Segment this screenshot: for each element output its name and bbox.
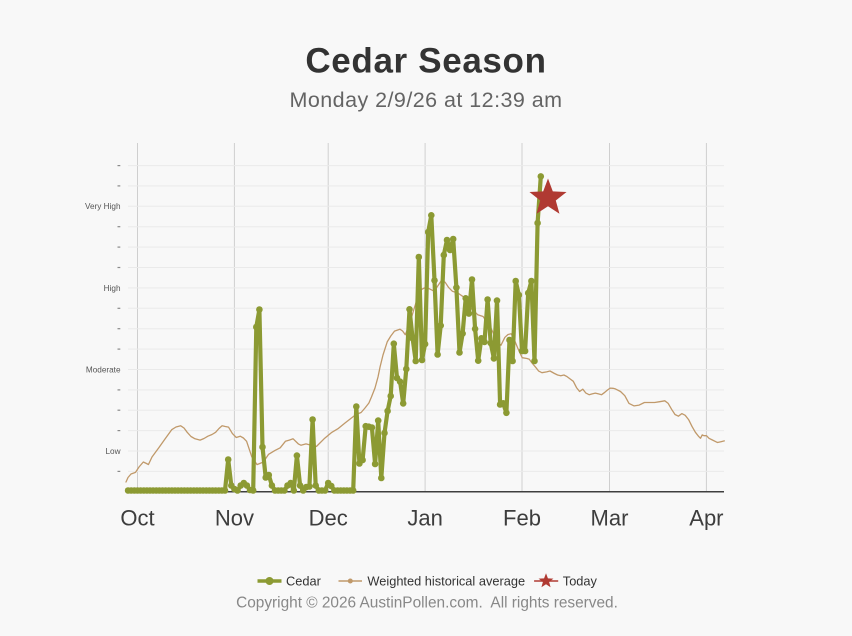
- svg-text:Oct: Oct: [120, 506, 154, 531]
- svg-text:Jan: Jan: [407, 506, 442, 531]
- svg-text:Weighted historical average: Weighted historical average: [367, 574, 525, 589]
- svg-text:Cedar: Cedar: [286, 574, 322, 589]
- svg-text:Monday 2/9/26 at 12:39 am: Monday 2/9/26 at 12:39 am: [289, 88, 562, 112]
- svg-text:Apr: Apr: [689, 506, 723, 531]
- svg-text:Today: Today: [563, 574, 598, 589]
- svg-text:Mar: Mar: [591, 506, 629, 531]
- svg-text:High: High: [104, 284, 121, 293]
- svg-text:Feb: Feb: [503, 506, 541, 531]
- svg-text:Very High: Very High: [85, 202, 121, 211]
- svg-text:Moderate: Moderate: [86, 365, 121, 374]
- svg-text:Dec: Dec: [309, 506, 348, 531]
- svg-text:Cedar Season: Cedar Season: [305, 42, 546, 81]
- svg-text:Low: Low: [105, 447, 120, 456]
- svg-text:Nov: Nov: [215, 506, 254, 531]
- svg-text:Copyright © 2026 AustinPollen.: Copyright © 2026 AustinPollen.com. All r…: [236, 595, 618, 612]
